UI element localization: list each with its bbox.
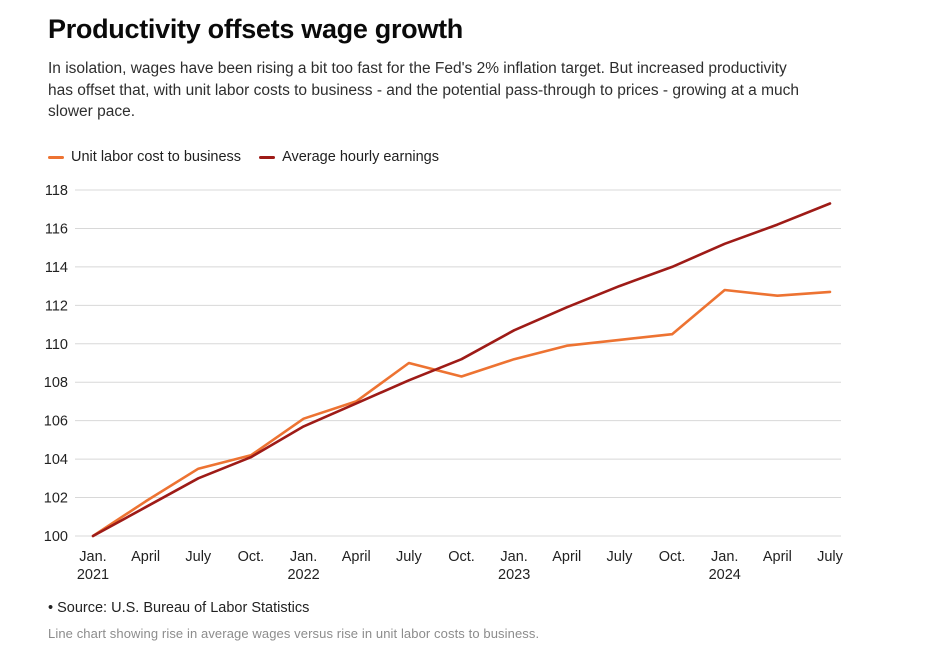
chart-legend: Unit labor cost to business Average hourl… bbox=[48, 149, 439, 165]
x-tick-label: Jan. bbox=[500, 549, 527, 565]
legend-label: Unit labor cost to business bbox=[71, 149, 242, 165]
series-line bbox=[91, 288, 832, 538]
x-tick-label: July bbox=[607, 549, 634, 565]
series-line bbox=[91, 202, 832, 538]
y-tick-label: 118 bbox=[45, 183, 68, 199]
legend-item: Average hourly earnings bbox=[259, 149, 439, 165]
legend-swatch-icon bbox=[259, 155, 276, 159]
y-tick-label: 108 bbox=[44, 375, 68, 391]
x-tick-label: Jan. bbox=[290, 549, 317, 565]
x-tick-label: July bbox=[185, 549, 212, 565]
y-tick-label: 116 bbox=[45, 221, 68, 237]
x-tick-label: April bbox=[552, 549, 581, 565]
source-attribution: • Source: U.S. Bureau of Labor Statistic… bbox=[48, 600, 310, 616]
page-title: Productivity offsets wage growth bbox=[48, 14, 463, 44]
y-tick-label: 100 bbox=[44, 529, 68, 545]
line-chart: 100 102 104 106 108 110 112 114 116 118 Jan. 2021 Ap… bbox=[44, 183, 844, 583]
x-tick-year-label: 2023 bbox=[498, 567, 530, 583]
x-tick-label: April bbox=[763, 549, 792, 565]
x-tick-label: April bbox=[342, 549, 371, 565]
chart-description: In isolation, wages have been rising a b… bbox=[48, 60, 800, 120]
legend-label: Average hourly earnings bbox=[282, 149, 439, 165]
x-tick-label: July bbox=[817, 549, 844, 565]
y-tick-label: 106 bbox=[44, 414, 68, 430]
x-tick-label: July bbox=[396, 549, 423, 565]
y-tick-label: 110 bbox=[45, 337, 68, 353]
y-tick-label: 104 bbox=[44, 452, 68, 468]
y-tick-label: 102 bbox=[44, 491, 68, 507]
x-tick-year-label: 2024 bbox=[709, 567, 741, 583]
x-tick-label: Jan. bbox=[79, 549, 106, 565]
x-tick-label: Oct. bbox=[238, 549, 265, 565]
x-tick-year-label: 2021 bbox=[77, 567, 109, 583]
legend-item: Unit labor cost to business bbox=[48, 149, 241, 165]
y-tick-label: 114 bbox=[45, 260, 68, 276]
y-tick-label: 112 bbox=[45, 298, 68, 314]
legend-swatch-icon bbox=[48, 155, 64, 159]
x-tick-label: April bbox=[131, 549, 160, 565]
x-tick-year-label: 2022 bbox=[287, 567, 319, 583]
x-tick-label: Oct. bbox=[659, 549, 686, 565]
x-tick-label: Jan. bbox=[711, 549, 738, 565]
x-tick-label: Oct. bbox=[448, 549, 475, 565]
alt-text-caption: Line chart showing rise in average wages… bbox=[48, 626, 540, 641]
